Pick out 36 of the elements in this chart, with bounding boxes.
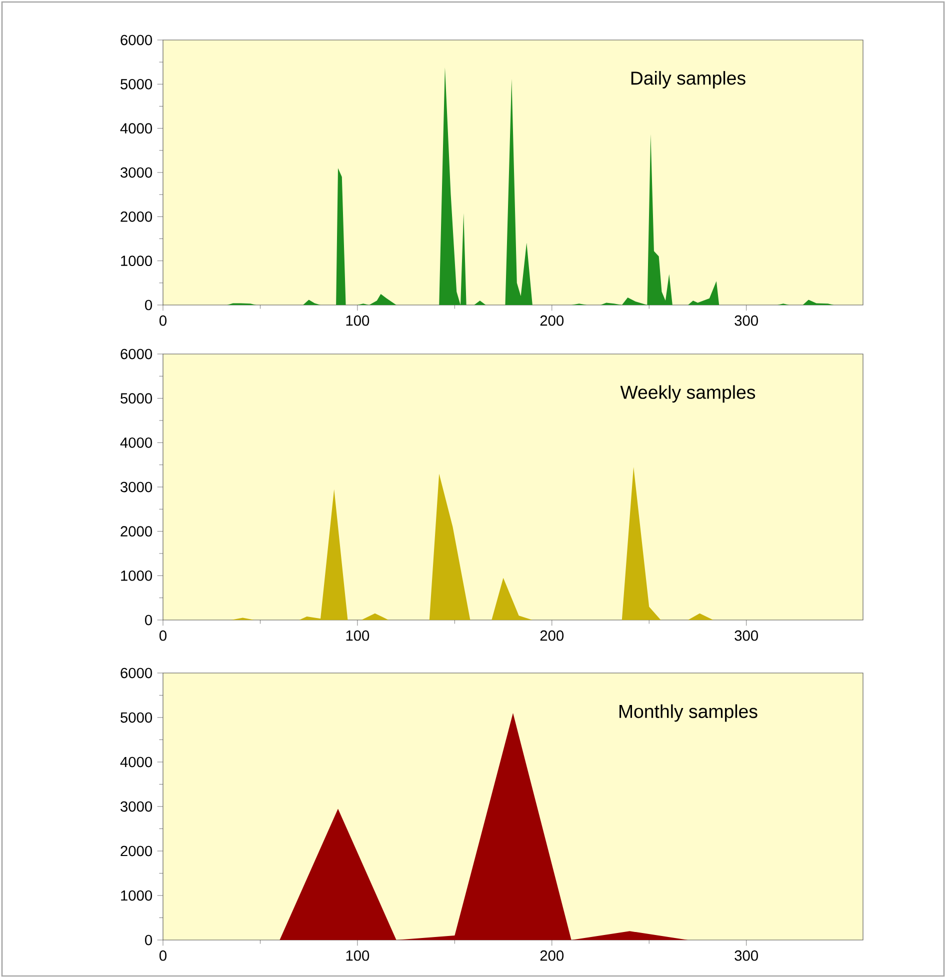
y-tick-label: 2000 [120, 846, 152, 856]
y-tick-label: 1000 [121, 256, 152, 266]
x-tick-label: 300 [734, 315, 758, 326]
y-tick-label: 0 [145, 300, 152, 310]
x-tick-label: 200 [540, 630, 564, 641]
y-tick-label: 5000 [120, 393, 152, 404]
y-tick-label: 6000 [120, 348, 152, 360]
annotation: Weekly samples [620, 385, 756, 403]
y-tick-label: 1000 [121, 570, 152, 581]
y-tick-label: 5000 [120, 712, 152, 723]
y-tick-label: 2000 [120, 526, 152, 537]
y-tick-label: 2000 [120, 211, 152, 222]
x-tick-label: 300 [734, 630, 758, 641]
y-tick-label: 0 [145, 614, 152, 626]
y-tick-label: 4000 [120, 756, 152, 768]
y-tick-label: 6000 [120, 34, 152, 46]
x-tick-label: 100 [346, 315, 370, 326]
x-tick-label: 0 [159, 630, 166, 641]
x-tick-label: 200 [540, 315, 564, 326]
y-tick-label: 3000 [120, 482, 152, 492]
y-tick-label: 6000 [120, 668, 152, 678]
y-tick-label: 5000 [120, 78, 152, 90]
annotation: Monthly samples [620, 704, 758, 722]
annotation: Daily samples [631, 71, 746, 88]
y-tick-label: 3000 [120, 801, 152, 812]
x-tick-label: 200 [540, 950, 564, 961]
y-tick-label: 3000 [120, 167, 152, 178]
y-tick-label: 0 [145, 934, 152, 946]
y-tick-label: 4000 [120, 123, 152, 134]
y-tick-label: 1000 [121, 890, 152, 901]
x-tick-label: 100 [346, 950, 370, 961]
x-tick-label: 100 [346, 630, 370, 641]
y-tick-label: 4000 [120, 437, 152, 448]
x-tick-label: 0 [159, 315, 166, 326]
x-tick-label: 0 [159, 950, 166, 961]
x-tick-label: 300 [734, 950, 758, 961]
